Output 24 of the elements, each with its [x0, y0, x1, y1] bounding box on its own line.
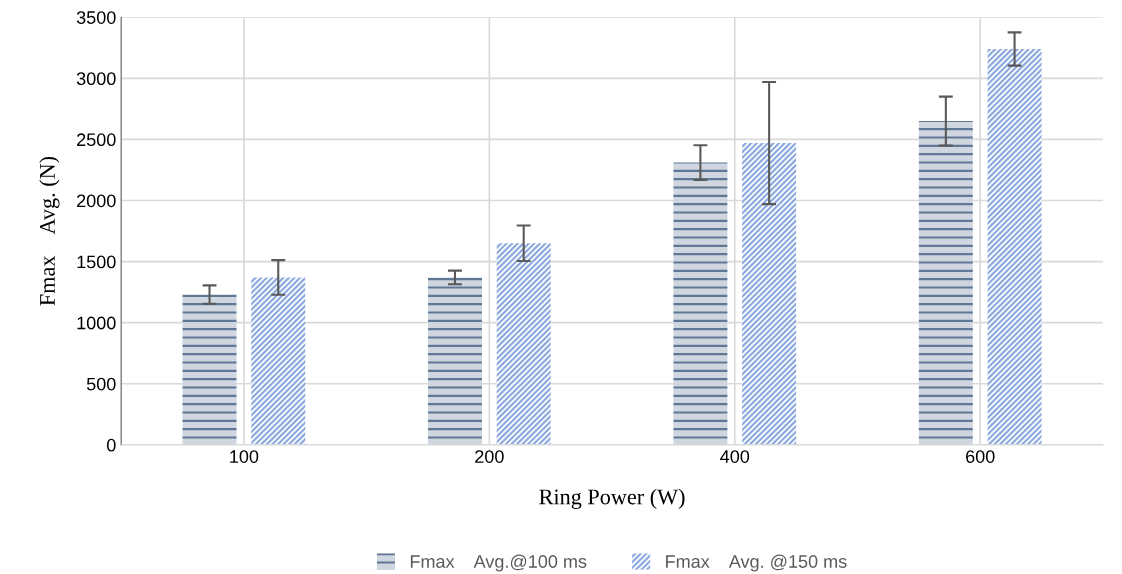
bar [742, 143, 797, 445]
x-axis-title: Ring Power (W) [539, 488, 685, 509]
y-tick-label: 1500 [77, 255, 116, 269]
y-tick-label: 0 [106, 438, 116, 452]
x-tick-label: 600 [966, 450, 995, 463]
bar [918, 121, 973, 445]
bar [496, 243, 551, 445]
legend-label: Fmax Avg.@100 ms [410, 554, 587, 572]
bar [251, 277, 306, 445]
y-axis-title: Fmax Avg. (N) [39, 156, 60, 306]
x-tick-label: 200 [475, 450, 504, 463]
bar [987, 48, 1042, 445]
bar [427, 277, 482, 445]
bar [673, 162, 728, 445]
y-tick-label: 500 [86, 377, 116, 391]
bar [182, 294, 237, 445]
y-tick-label: 3500 [76, 11, 116, 24]
y-tick-label: 2500 [77, 133, 116, 147]
y-tick-label: 3000 [76, 72, 116, 86]
y-tick-label: 1000 [77, 316, 116, 330]
x-tick-label: 400 [720, 450, 750, 463]
legend-label: Fmax Avg. @150 ms [666, 554, 847, 572]
y-tick-label: 2000 [77, 194, 116, 208]
x-tick-label: 100 [230, 450, 259, 463]
